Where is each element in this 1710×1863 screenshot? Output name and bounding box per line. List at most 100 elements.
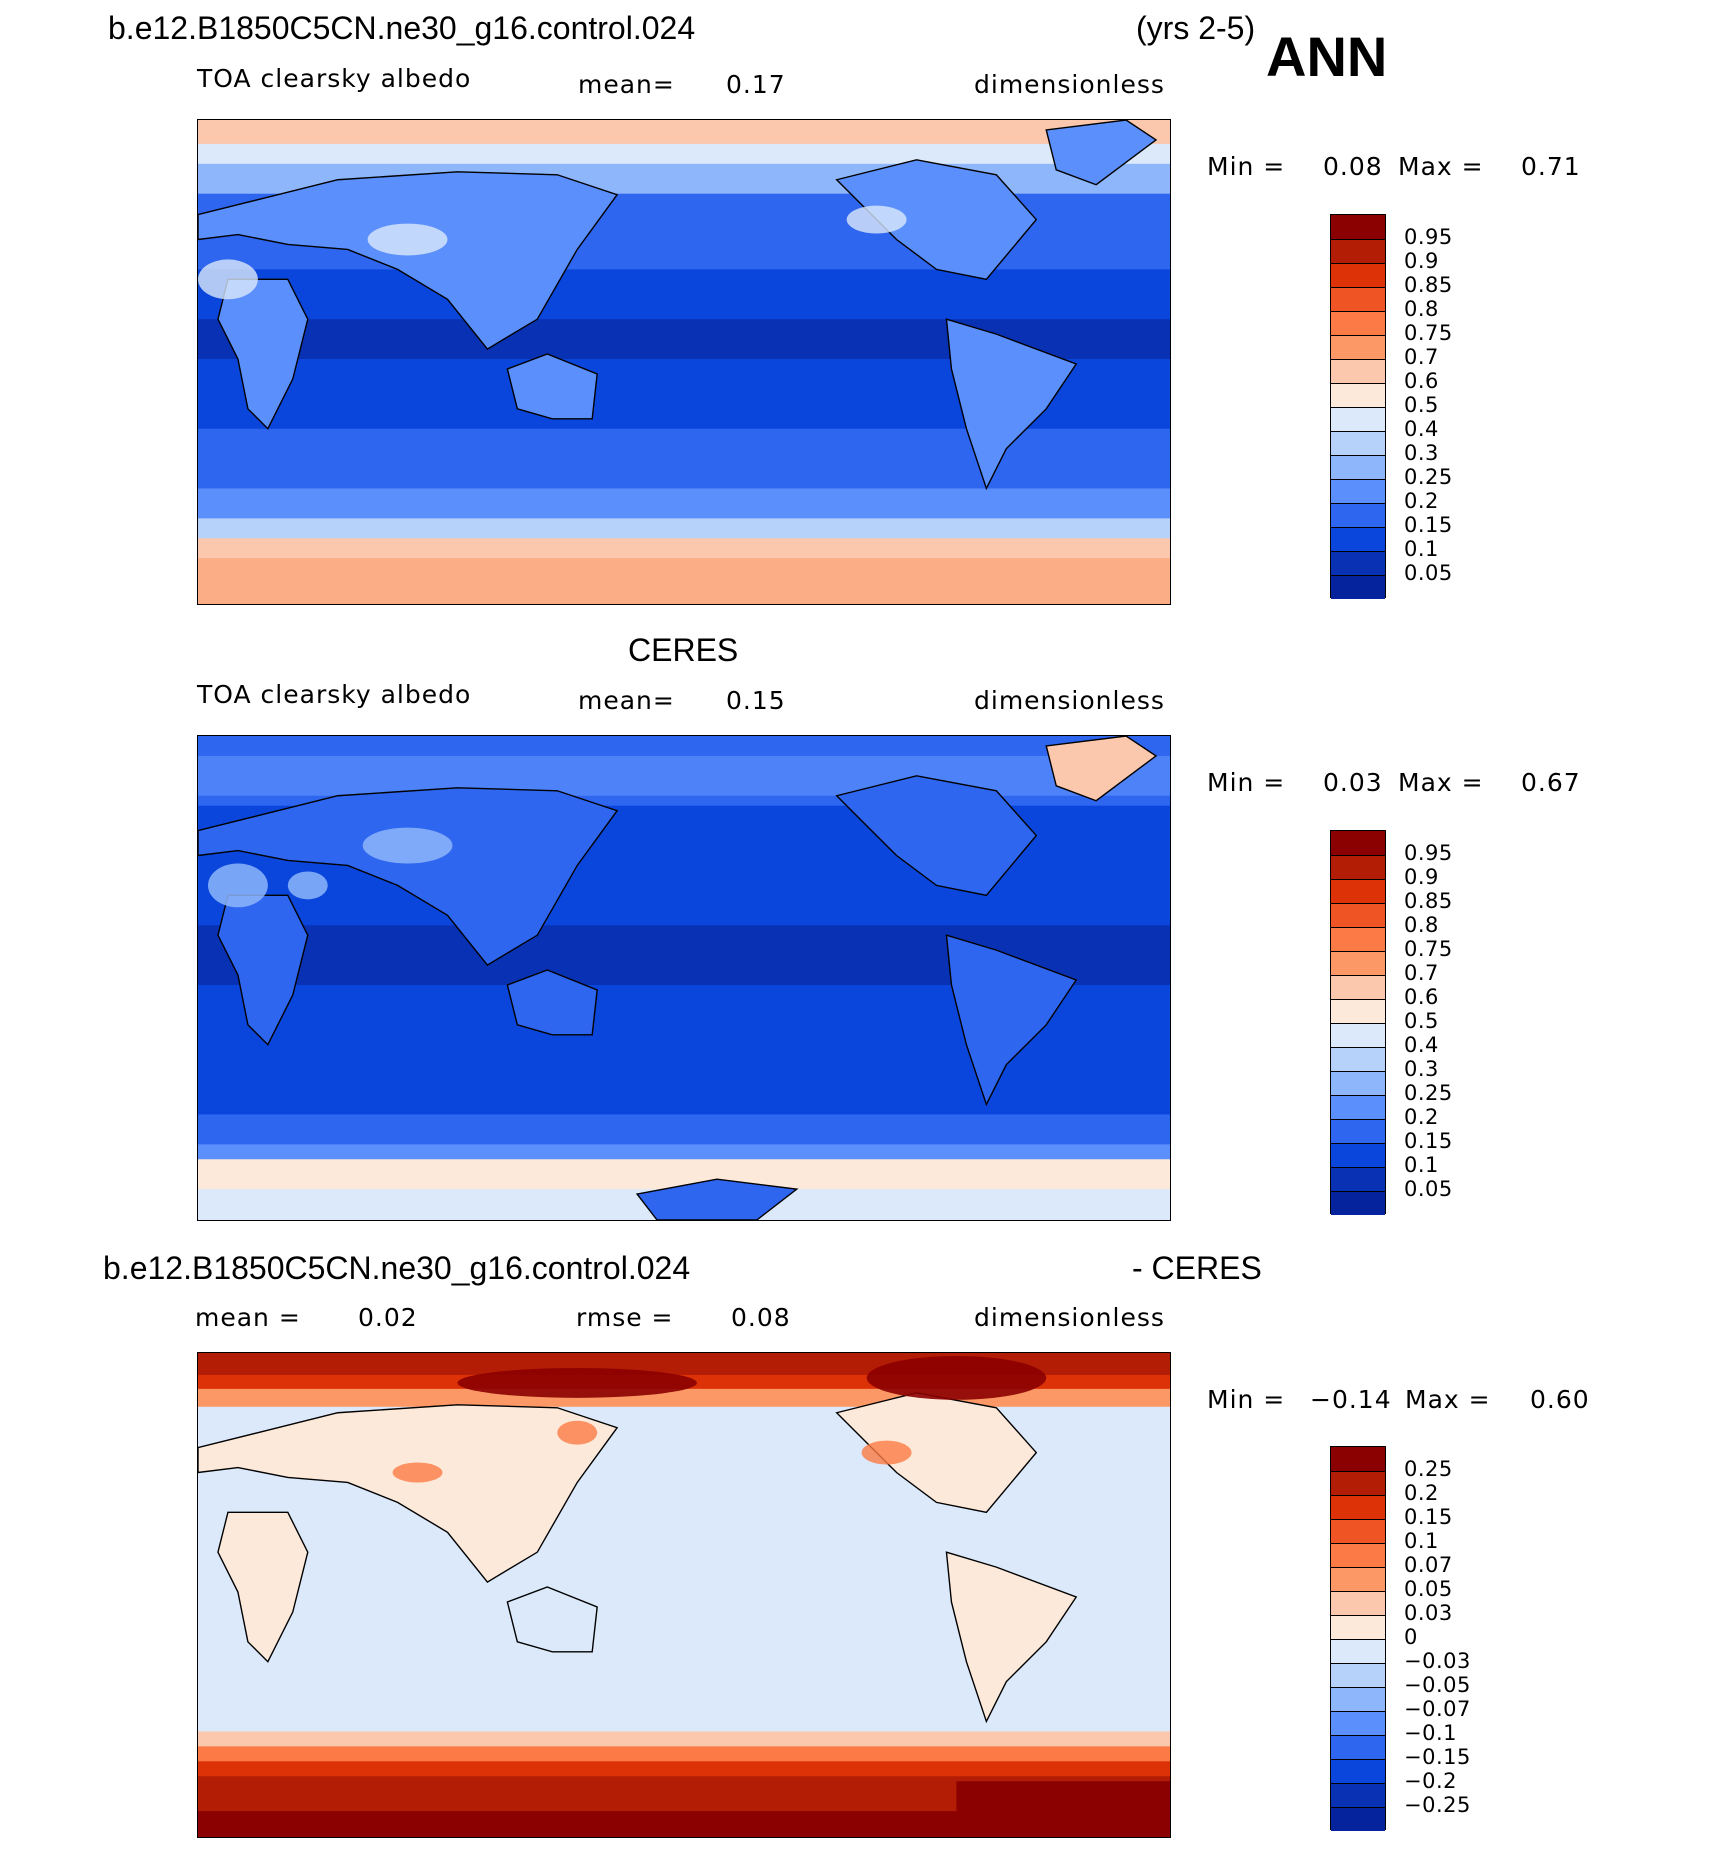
colorbar-label: 0.2 bbox=[1404, 489, 1439, 513]
colorbar-label: 0 bbox=[1404, 1625, 1418, 1649]
colorbar-label: −0.25 bbox=[1404, 1793, 1471, 1817]
panel1-min-label: Min = bbox=[1207, 152, 1286, 181]
colorbar-label: 0.5 bbox=[1404, 1009, 1439, 1033]
panel1-units: dimensionless bbox=[974, 70, 1165, 99]
panel3-rmse-value: 0.08 bbox=[731, 1303, 791, 1332]
colorbar-swatch bbox=[1331, 359, 1385, 383]
colorbar-label: 0.85 bbox=[1404, 273, 1453, 297]
panel3-map-svg bbox=[198, 1353, 1170, 1837]
colorbar-label: 0.07 bbox=[1404, 1553, 1453, 1577]
colorbar-swatch bbox=[1331, 1567, 1385, 1591]
colorbar-swatch bbox=[1331, 903, 1385, 927]
colorbar-swatch bbox=[1331, 311, 1385, 335]
colorbar-swatch bbox=[1331, 1447, 1385, 1471]
panel1-variable: TOA clearsky albedo bbox=[197, 64, 472, 93]
colorbar-label: 0.1 bbox=[1404, 537, 1439, 561]
panel3-rmse-label: rmse = bbox=[576, 1303, 674, 1332]
case-title: b.e12.B1850C5CN.ne30_g16.control.024 bbox=[108, 10, 696, 46]
colorbar-label: 0.95 bbox=[1404, 841, 1453, 865]
colorbar-swatch bbox=[1331, 431, 1385, 455]
colorbar-swatch bbox=[1331, 1591, 1385, 1615]
panel2-min-label: Min = bbox=[1207, 768, 1286, 797]
panel1-colorbar bbox=[1330, 214, 1386, 599]
colorbar-label: 0.25 bbox=[1404, 1457, 1453, 1481]
panel3-map bbox=[197, 1352, 1171, 1838]
colorbar-swatch bbox=[1331, 951, 1385, 975]
colorbar-swatch bbox=[1331, 1119, 1385, 1143]
panel3-mean-label: mean = bbox=[195, 1303, 301, 1332]
panel3-max-label: Max = bbox=[1405, 1385, 1491, 1414]
colorbar-label: −0.1 bbox=[1404, 1721, 1457, 1745]
colorbar-label: 0.4 bbox=[1404, 1033, 1439, 1057]
colorbar-label: 0.85 bbox=[1404, 889, 1453, 913]
colorbar-swatch bbox=[1331, 1687, 1385, 1711]
colorbar-swatch bbox=[1331, 1047, 1385, 1071]
colorbar-swatch bbox=[1331, 1735, 1385, 1759]
colorbar-swatch bbox=[1331, 1783, 1385, 1807]
colorbar-label: 0.05 bbox=[1404, 1177, 1453, 1201]
colorbar-label: 0.5 bbox=[1404, 393, 1439, 417]
colorbar-label: 0.7 bbox=[1404, 961, 1439, 985]
panel3-min-value: −0.14 bbox=[1310, 1385, 1392, 1414]
colorbar-label: 0.05 bbox=[1404, 1577, 1453, 1601]
colorbar-label: 0.2 bbox=[1404, 1481, 1439, 1505]
colorbar-label: 0.15 bbox=[1404, 1129, 1453, 1153]
panel3-min-label: Min = bbox=[1207, 1385, 1286, 1414]
colorbar-label: 0.3 bbox=[1404, 441, 1439, 465]
colorbar-swatch bbox=[1331, 335, 1385, 359]
panel2-max-value: 0.67 bbox=[1521, 768, 1581, 797]
colorbar-label: −0.15 bbox=[1404, 1745, 1471, 1769]
panel1-mean-value: 0.17 bbox=[726, 70, 786, 99]
panel2-title: CERES bbox=[628, 632, 739, 668]
colorbar-swatch bbox=[1331, 1071, 1385, 1095]
years-label: (yrs 2-5) bbox=[1136, 10, 1256, 46]
colorbar-swatch bbox=[1331, 1639, 1385, 1663]
colorbar-swatch bbox=[1331, 407, 1385, 431]
colorbar-label: 0.6 bbox=[1404, 985, 1439, 1009]
colorbar-swatch bbox=[1331, 1023, 1385, 1047]
panel2-colorbar bbox=[1330, 830, 1386, 1215]
colorbar-swatch bbox=[1331, 1167, 1385, 1191]
panel2-variable: TOA clearsky albedo bbox=[197, 680, 472, 709]
colorbar-swatch bbox=[1331, 1519, 1385, 1543]
colorbar-swatch bbox=[1331, 263, 1385, 287]
panel1-mean-label: mean= bbox=[578, 70, 675, 99]
colorbar-swatch bbox=[1331, 383, 1385, 407]
colorbar-label: 0.8 bbox=[1404, 297, 1439, 321]
colorbar-label: 0.7 bbox=[1404, 345, 1439, 369]
colorbar-label: 0.15 bbox=[1404, 513, 1453, 537]
panel1-map-svg bbox=[198, 120, 1170, 604]
colorbar-label: 0.6 bbox=[1404, 369, 1439, 393]
colorbar-swatch bbox=[1331, 1711, 1385, 1735]
colorbar-label: 0.1 bbox=[1404, 1529, 1439, 1553]
panel3-mean-value: 0.02 bbox=[358, 1303, 418, 1332]
colorbar-swatch bbox=[1331, 999, 1385, 1023]
colorbar-label: 0.2 bbox=[1404, 1105, 1439, 1129]
panel1-min-value: 0.08 bbox=[1323, 152, 1383, 181]
colorbar-swatch bbox=[1331, 1807, 1385, 1831]
panel3-title-right: - CERES bbox=[1132, 1250, 1262, 1286]
colorbar-swatch bbox=[1331, 479, 1385, 503]
panel3-title-left: b.e12.B1850C5CN.ne30_g16.control.024 bbox=[103, 1250, 691, 1286]
colorbar-swatch bbox=[1331, 1663, 1385, 1687]
colorbar-label: 0.15 bbox=[1404, 1505, 1453, 1529]
colorbar-swatch bbox=[1331, 1759, 1385, 1783]
panel2-map-svg bbox=[198, 736, 1170, 1220]
panel1-max-value: 0.71 bbox=[1521, 152, 1581, 181]
colorbar-label: 0.75 bbox=[1404, 937, 1453, 961]
colorbar-swatch bbox=[1331, 527, 1385, 551]
colorbar-swatch bbox=[1331, 1495, 1385, 1519]
colorbar-swatch bbox=[1331, 551, 1385, 575]
panel1-map bbox=[197, 119, 1171, 605]
colorbar-label: −0.2 bbox=[1404, 1769, 1457, 1793]
colorbar-label: 0.95 bbox=[1404, 225, 1453, 249]
colorbar-swatch bbox=[1331, 1543, 1385, 1567]
colorbar-label: 0.25 bbox=[1404, 465, 1453, 489]
colorbar-swatch bbox=[1331, 503, 1385, 527]
colorbar-swatch bbox=[1331, 1191, 1385, 1215]
colorbar-swatch bbox=[1331, 239, 1385, 263]
colorbar-label: −0.03 bbox=[1404, 1649, 1471, 1673]
panel3-max-value: 0.60 bbox=[1530, 1385, 1590, 1414]
colorbar-swatch bbox=[1331, 575, 1385, 599]
colorbar-label: −0.07 bbox=[1404, 1697, 1471, 1721]
